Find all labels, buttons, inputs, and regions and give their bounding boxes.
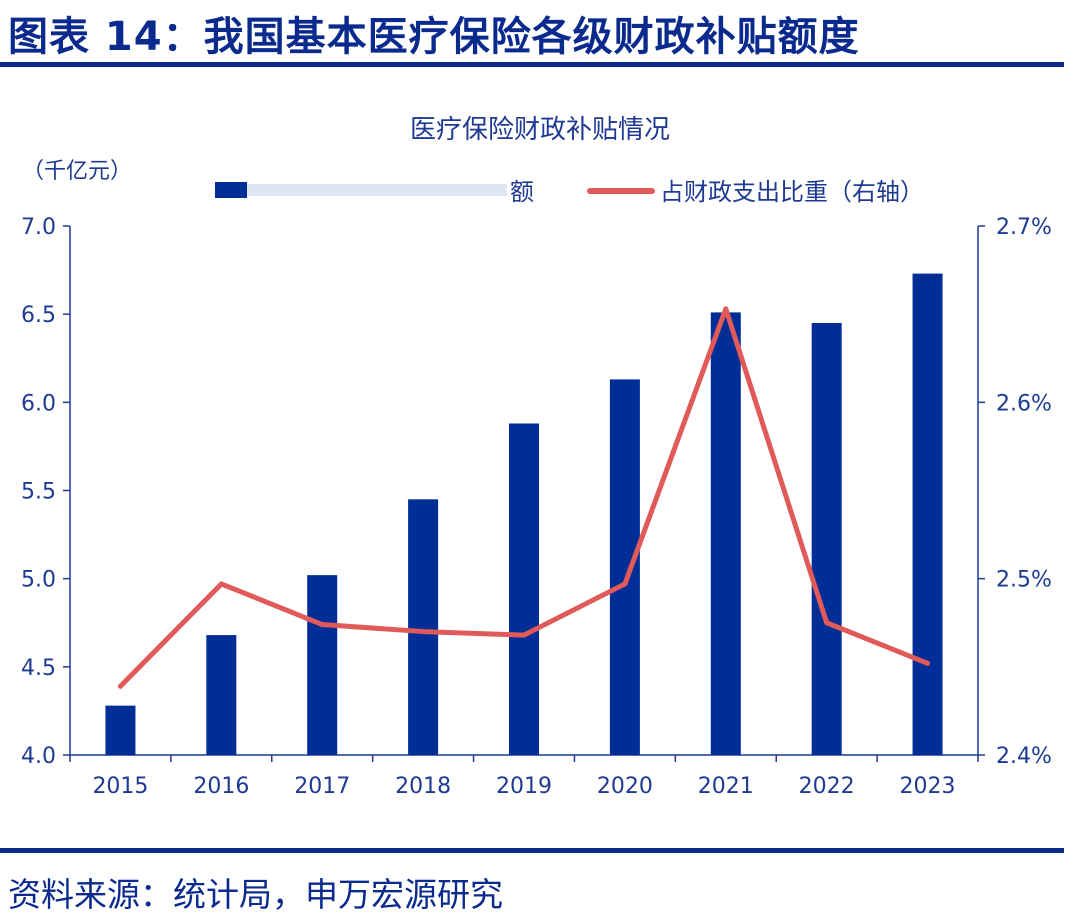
right-tick-label: 2.4% <box>996 744 1052 769</box>
line-point <box>319 622 325 628</box>
legend-bar-label: 额 <box>510 178 534 206</box>
right-tick-label: 2.7% <box>996 215 1052 240</box>
left-tick-label: 4.5 <box>21 656 56 681</box>
legend: 额 占财政支出比重（右轴） <box>215 178 924 206</box>
bar <box>609 379 640 755</box>
footer-rule <box>0 848 1064 853</box>
legend-bar-fade <box>247 184 507 196</box>
x-tick-label: 2015 <box>92 774 148 799</box>
left-tick-label: 4.0 <box>21 744 56 769</box>
line-series <box>117 306 931 689</box>
line-point <box>824 620 830 626</box>
line-point <box>925 660 931 666</box>
line-point <box>723 306 729 312</box>
bar-series <box>105 273 943 755</box>
line-point <box>622 581 628 587</box>
left-tick-label: 5.5 <box>21 480 56 505</box>
left-tick-label: 6.0 <box>21 391 56 416</box>
header-rule <box>0 62 1064 67</box>
bar <box>206 635 237 755</box>
line-point <box>117 683 123 689</box>
bar <box>509 423 539 755</box>
x-tick-label: 2019 <box>496 774 552 799</box>
page-header: 图表 14：我国基本医疗保险各级财政补贴额度 <box>8 14 860 60</box>
chart: 医疗保险财政补贴情况 （千亿元） 额 占财政支出比重（右轴） 4.0 4.5 5.0… <box>21 115 1052 799</box>
x-tick-label: 2017 <box>294 774 350 799</box>
bar <box>307 575 338 755</box>
legend-bar-swatch <box>215 182 247 198</box>
bar <box>408 499 439 755</box>
left-tick-label: 6.5 <box>21 303 56 328</box>
x-tick-label: 2018 <box>395 774 451 799</box>
bar <box>710 312 741 755</box>
bar <box>912 273 943 755</box>
line-point <box>521 632 527 638</box>
legend-line-label: 占财政支出比重（右轴） <box>660 178 924 206</box>
y-axis-unit: （千亿元） <box>22 159 132 184</box>
source-note: 资料来源：统计局，申万宏源研究 <box>8 875 503 914</box>
x-tick-label: 2021 <box>698 774 754 799</box>
x-tick-label: 2022 <box>799 774 855 799</box>
right-tick-label: 2.6% <box>996 391 1052 416</box>
x-tick-label: 2023 <box>900 774 956 799</box>
right-tick-label: 2.5% <box>996 568 1052 593</box>
x-tick-label: 2016 <box>193 774 249 799</box>
line-point <box>218 581 224 587</box>
bar <box>105 705 136 755</box>
bar <box>811 322 842 755</box>
x-tick-label: 2020 <box>597 774 653 799</box>
axes: 4.0 4.5 5.0 5.5 6.0 6.5 7.0 2.4% 2.5% 2.6% 2.7% 201… <box>21 215 1052 799</box>
chart-title: 医疗保险财政补贴情况 <box>410 115 670 145</box>
left-tick-label: 7.0 <box>21 215 56 240</box>
line-point <box>420 629 426 635</box>
left-tick-label: 5.0 <box>21 568 56 593</box>
